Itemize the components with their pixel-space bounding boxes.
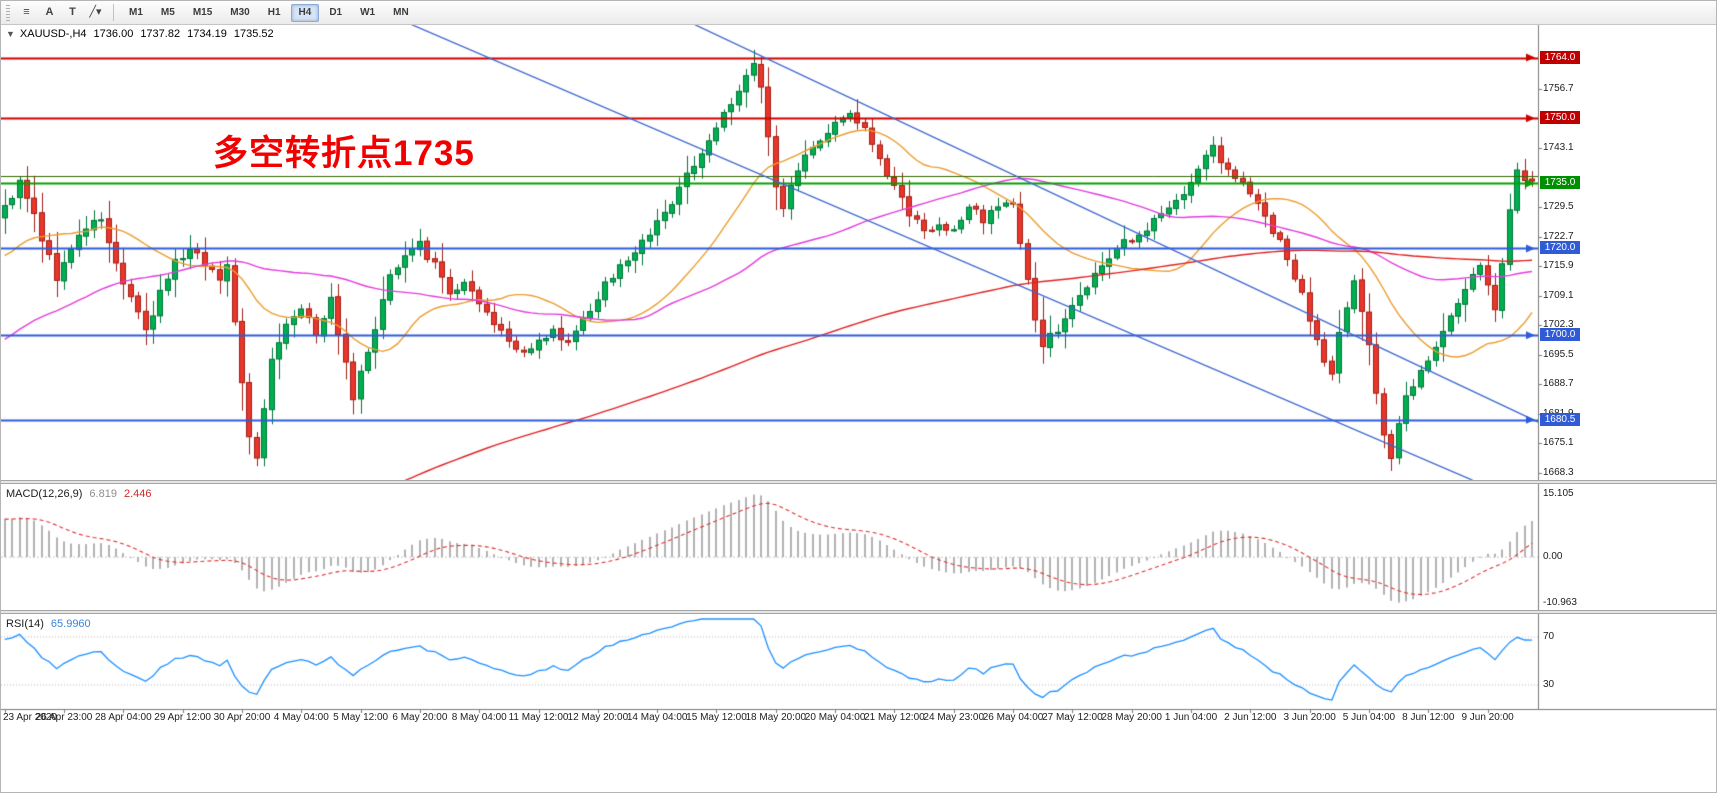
toolbar-separator: [113, 4, 114, 21]
macd-signal-value: 2.446: [123, 488, 152, 500]
text-label-icon[interactable]: A: [45, 6, 54, 18]
macd-indicator-label: MACD(12,26,9) 6.819 2.446: [6, 488, 151, 500]
timeframe-toolbar: M1 M5 M15 M30 H1 H4 D1 W1 MN: [120, 3, 418, 22]
timeframe-button-h4[interactable]: H4: [290, 3, 320, 22]
macd-name: MACD(12,26,9): [6, 488, 83, 500]
rsi-indicator-label: RSI(14) 65.9960: [6, 618, 91, 630]
ohlc-high: 1737.82: [140, 28, 181, 40]
panel-separator[interactable]: [1, 610, 1716, 614]
timeframe-button-mn[interactable]: MN: [393, 6, 409, 18]
timeframe-button-w1[interactable]: W1: [360, 6, 376, 18]
timeframe-button-h1[interactable]: H1: [267, 6, 281, 18]
timeframe-button-m5[interactable]: M5: [160, 6, 175, 18]
toolbar-grip[interactable]: [6, 4, 10, 21]
toolbar: ≡ A T ╱▾ M1 M5 M15 M30 H1 H4 D1 W1 MN: [1, 1, 1716, 25]
rsi-value: 65.9960: [50, 618, 91, 630]
panel-separator[interactable]: [1, 480, 1716, 484]
macd-main-value: 6.819: [89, 488, 117, 500]
text-tool-icon[interactable]: T: [69, 6, 76, 18]
ohlc-low: 1734.19: [187, 28, 227, 40]
chart-title: ▼ XAUUSD-,H4 1736.00 1737.82 1734.19 1735.52: [6, 28, 274, 40]
timeframe-button-d1[interactable]: D1: [329, 6, 343, 18]
timeframe-button-m15[interactable]: M15: [192, 6, 213, 18]
templates-icon[interactable]: ≡: [23, 6, 30, 18]
ohlc-close: 1735.52: [233, 28, 274, 40]
timeframe-button-m1[interactable]: M1: [129, 6, 143, 18]
rsi-name: RSI(14): [6, 618, 44, 630]
drawing-toolbar: ≡ A T ╱▾: [15, 3, 107, 22]
drawing-tools-dropdown-icon[interactable]: ╱▾: [89, 6, 102, 18]
one-click-trading-arrow-icon[interactable]: ▼: [6, 29, 15, 39]
chart-symbol-period: XAUUSD-,H4: [19, 28, 87, 40]
chart-annotation-text[interactable]: 多空转折点1735: [213, 134, 475, 173]
ohlc-open: 1736.00: [93, 28, 134, 40]
timeframe-button-m30[interactable]: M30: [230, 6, 250, 18]
